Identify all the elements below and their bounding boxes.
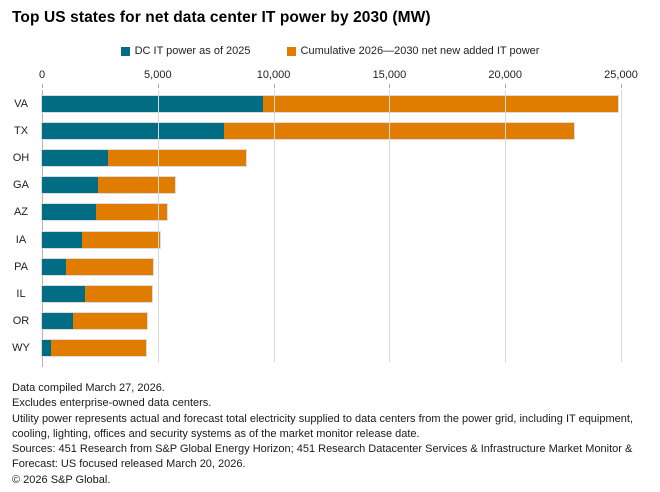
y-tick-label-az: AZ bbox=[13, 206, 29, 219]
stacked-bar-or bbox=[41, 312, 148, 331]
legend-label-dc-it-power-2025: DC IT power as of 2025 bbox=[134, 45, 251, 57]
stacked-bar-pa bbox=[41, 257, 154, 276]
bar-row-ga bbox=[41, 172, 621, 199]
stacked-bar-tx bbox=[41, 121, 575, 140]
bar-segment-added-oh bbox=[108, 150, 246, 166]
y-tick-label-wy: WY bbox=[12, 342, 30, 355]
gridline bbox=[621, 90, 622, 362]
footnote-data-compiled: Data compiled March 27, 2026. bbox=[12, 382, 165, 394]
legend-item-dc-it-power-2025: DC IT power as of 2025 bbox=[120, 45, 251, 57]
x-axis: 0 5,000 10,000 15,000 20,000 25,000 bbox=[38, 69, 638, 88]
bar-segment-added-tx bbox=[224, 122, 574, 139]
bar-segment-2025-ia bbox=[42, 231, 83, 248]
footnote-excludes: Excludes enterprise-owned data centers. bbox=[12, 397, 212, 410]
legend-label-net-new-added: Cumulative 2026—2030 net new added IT po… bbox=[300, 45, 540, 57]
legend: DC IT power as of 2025 Cumulative 2026—2… bbox=[0, 45, 660, 57]
x-tick-mark bbox=[621, 84, 622, 88]
chart-title: Top US states for net data center IT pow… bbox=[12, 9, 431, 26]
bar-segment-2025-oh bbox=[42, 150, 109, 166]
stacked-bar-ga bbox=[41, 176, 176, 195]
bar-segment-added-pa bbox=[65, 258, 153, 275]
bar-segment-added-ia bbox=[82, 231, 161, 248]
bar-rows bbox=[40, 90, 621, 362]
x-tick-label: 5,000 bbox=[144, 69, 172, 81]
y-tick-label-va: VA bbox=[14, 97, 28, 110]
bar-row-il bbox=[41, 280, 621, 307]
bar-row-tx bbox=[41, 117, 621, 144]
stacked-bar-ia bbox=[40, 230, 162, 249]
bar-segment-2025-tx bbox=[42, 122, 225, 139]
y-tick-label-ga: GA bbox=[13, 179, 29, 192]
x-tick-mark bbox=[157, 84, 159, 88]
stacked-bar-il bbox=[41, 285, 153, 304]
legend-swatch-orange bbox=[286, 46, 296, 56]
x-tick-label: 20,000 bbox=[488, 69, 523, 81]
stacked-bar-az bbox=[40, 203, 169, 222]
x-tick-mark bbox=[42, 84, 43, 88]
x-tick-mark bbox=[273, 84, 275, 88]
bar-segment-2025-az bbox=[42, 204, 96, 221]
bar-segment-2025-pa bbox=[42, 258, 66, 275]
y-tick-label-or: OR bbox=[12, 315, 30, 328]
stacked-bar-va bbox=[41, 94, 619, 113]
bar-segment-added-az bbox=[95, 204, 168, 221]
bar-row-wy bbox=[41, 335, 621, 362]
x-tick-label: 10,000 bbox=[256, 69, 291, 81]
bar-segment-added-or bbox=[73, 313, 147, 330]
bar-row-az bbox=[40, 199, 621, 226]
bar-segment-added-ga bbox=[98, 177, 175, 194]
bar-segment-added-va bbox=[262, 95, 618, 112]
stacked-bar-wy bbox=[41, 339, 147, 358]
bar-row-va bbox=[41, 90, 621, 117]
legend-swatch-teal bbox=[120, 46, 130, 56]
x-tick-mark bbox=[389, 84, 391, 88]
x-tick-label: 0 bbox=[38, 69, 46, 81]
bar-row-pa bbox=[41, 253, 621, 280]
bar-row-oh bbox=[41, 144, 621, 171]
footnote-copyright: © 2026 S&P Global. bbox=[12, 473, 111, 486]
bar-segment-2025-va bbox=[42, 95, 263, 112]
x-tick-mark bbox=[505, 84, 507, 88]
gridline bbox=[157, 90, 159, 362]
y-tick-label-ia: IA bbox=[15, 233, 27, 246]
bar-segment-added-wy bbox=[51, 340, 146, 357]
legend-item-net-new-added: Cumulative 2026—2030 net new added IT po… bbox=[286, 45, 540, 57]
gridline bbox=[389, 90, 391, 362]
footnote-sources: Sources: 451 Research from S&P Global En… bbox=[12, 443, 633, 471]
bar-row-or bbox=[41, 308, 621, 335]
footnotes: Data compiled March 27, 2026. Excludes e… bbox=[12, 381, 650, 488]
footnote-utility-power: Utility power represents actual and fore… bbox=[12, 412, 634, 440]
y-tick-label-pa: PA bbox=[14, 260, 28, 273]
x-tick-label: 15,000 bbox=[372, 69, 407, 81]
y-tick-label-oh: OH bbox=[12, 152, 30, 164]
gridline bbox=[273, 90, 275, 362]
bar-segment-2025-il bbox=[42, 286, 86, 303]
bar-segment-added-il bbox=[85, 286, 152, 303]
bar-segment-2025-wy bbox=[42, 340, 52, 357]
bar-row-ia bbox=[40, 226, 621, 253]
x-tick-label: 25,000 bbox=[604, 69, 638, 81]
y-axis-line bbox=[42, 90, 43, 367]
y-tick-label-il: IL bbox=[16, 288, 26, 301]
y-tick-label-tx: TX bbox=[13, 124, 29, 137]
bar-segment-2025-ga bbox=[42, 177, 99, 194]
gridline bbox=[505, 90, 507, 362]
stacked-bar-oh bbox=[41, 149, 247, 167]
bar-segment-2025-or bbox=[42, 313, 74, 330]
plot-area bbox=[40, 90, 622, 367]
y-axis: VA TX OH GA AZ IA PA IL OR WY bbox=[0, 90, 42, 362]
